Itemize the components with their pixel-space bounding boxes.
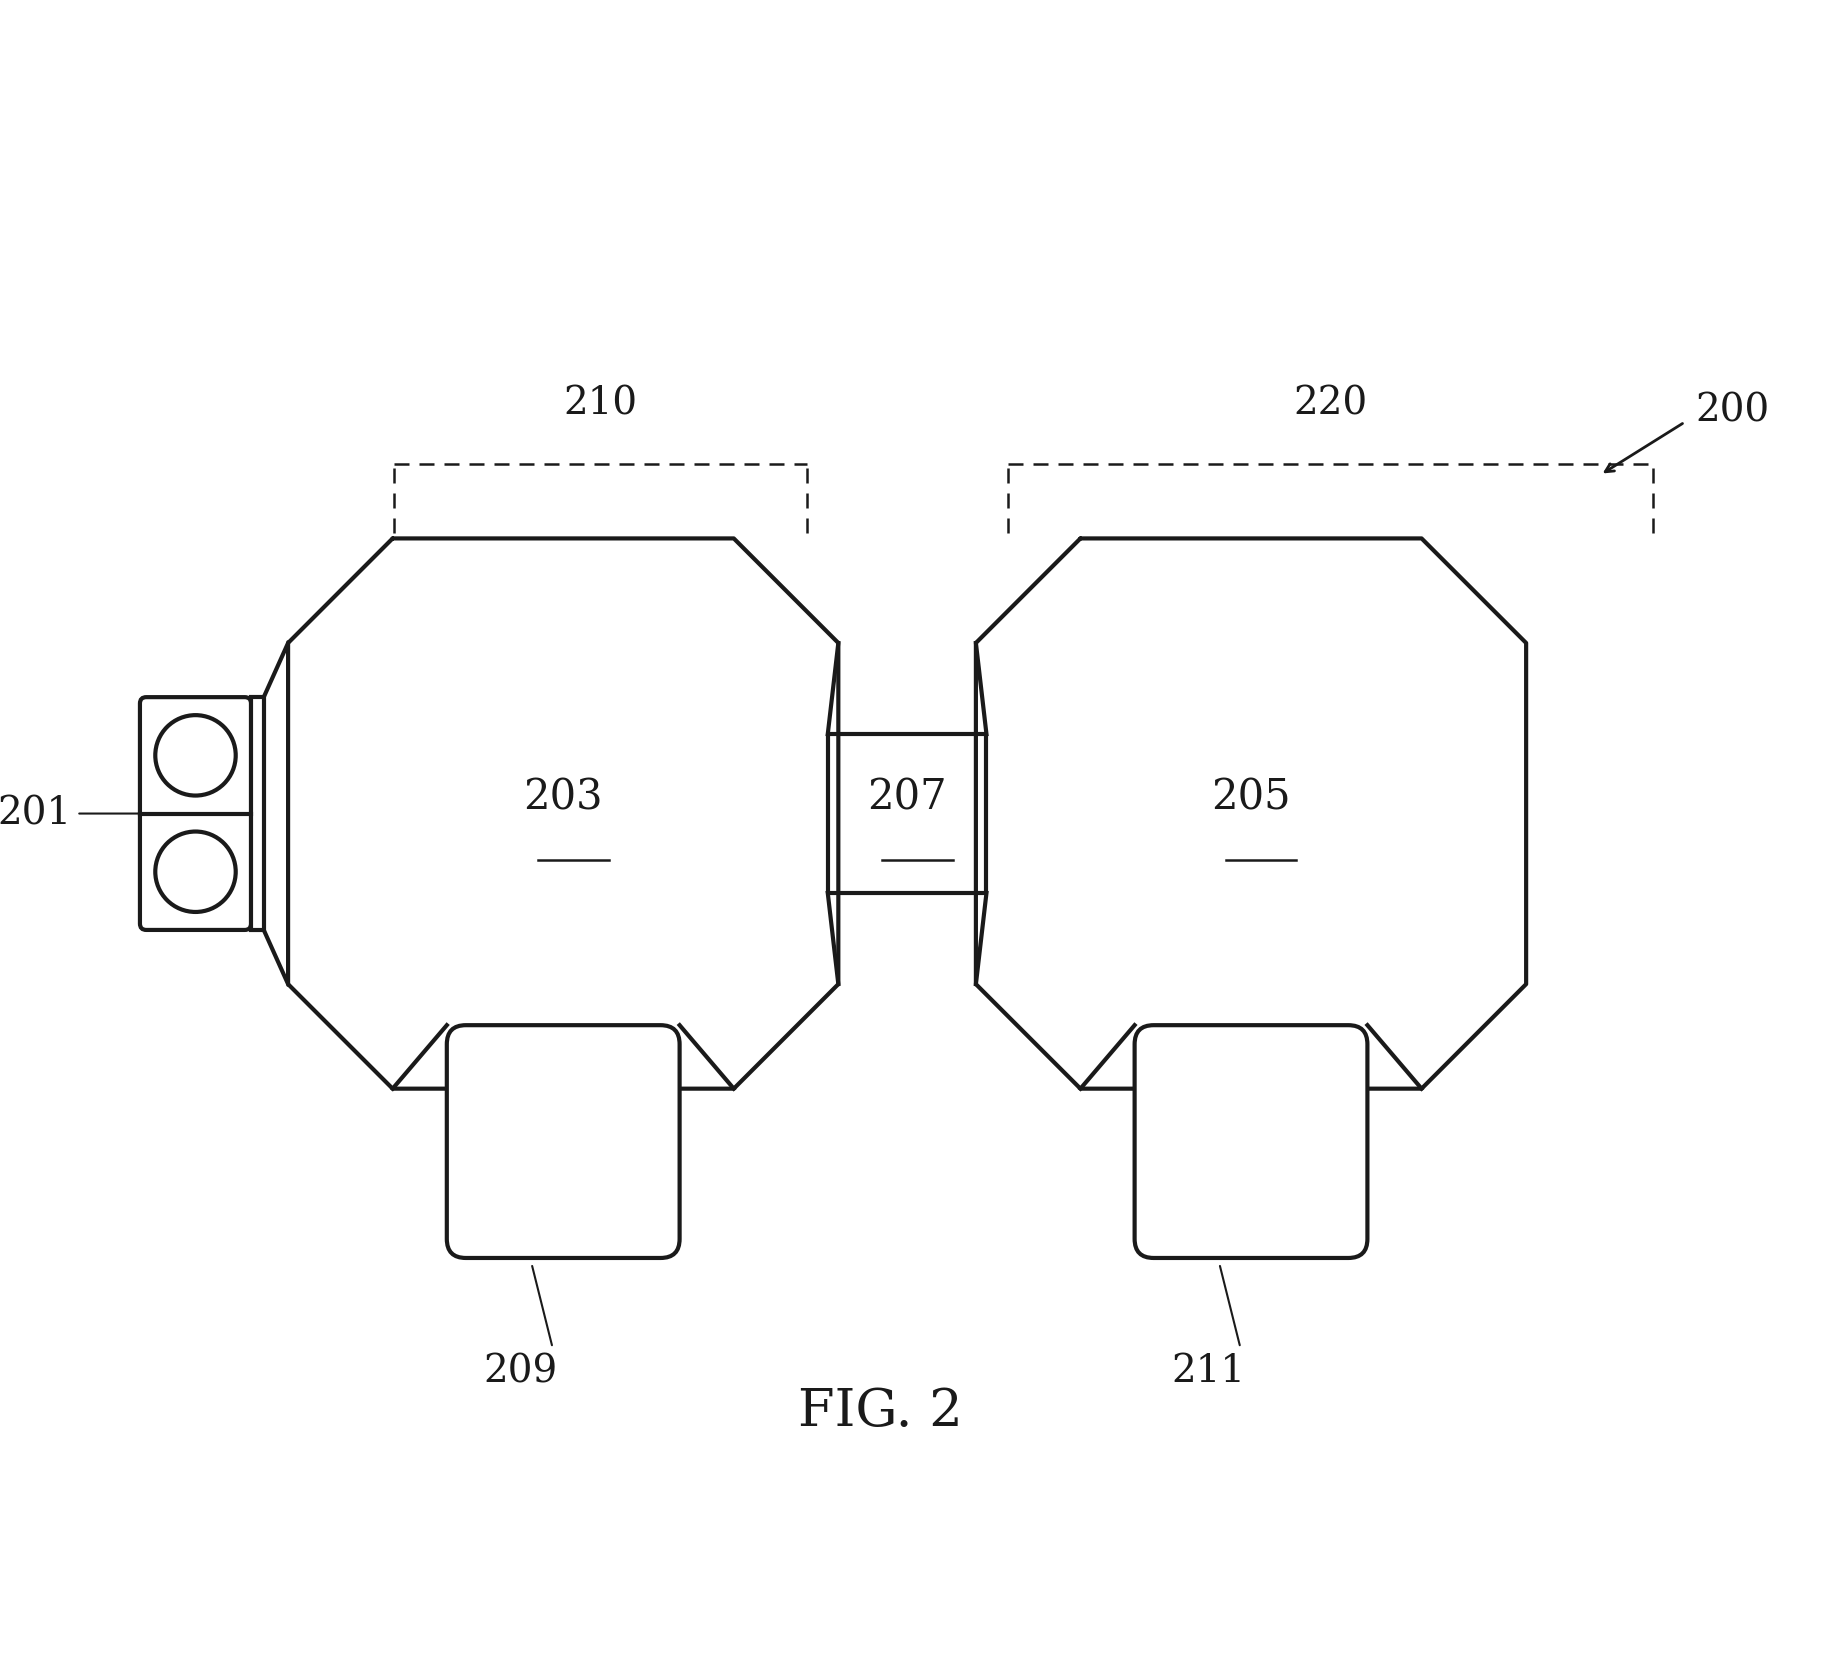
Polygon shape [251, 697, 264, 931]
Text: FIG. 2: FIG. 2 [799, 1386, 962, 1436]
Text: 203: 203 [524, 776, 603, 818]
Text: 209: 209 [484, 1352, 557, 1391]
Text: 201: 201 [0, 795, 71, 832]
Text: 211: 211 [1171, 1352, 1246, 1391]
Text: 207: 207 [867, 776, 947, 818]
FancyBboxPatch shape [447, 1025, 680, 1258]
Text: 205: 205 [1211, 776, 1290, 818]
FancyBboxPatch shape [1134, 1025, 1367, 1258]
Text: 210: 210 [562, 385, 638, 422]
Text: 220: 220 [1293, 385, 1367, 422]
Text: 200: 200 [1695, 393, 1768, 430]
FancyBboxPatch shape [139, 697, 251, 931]
